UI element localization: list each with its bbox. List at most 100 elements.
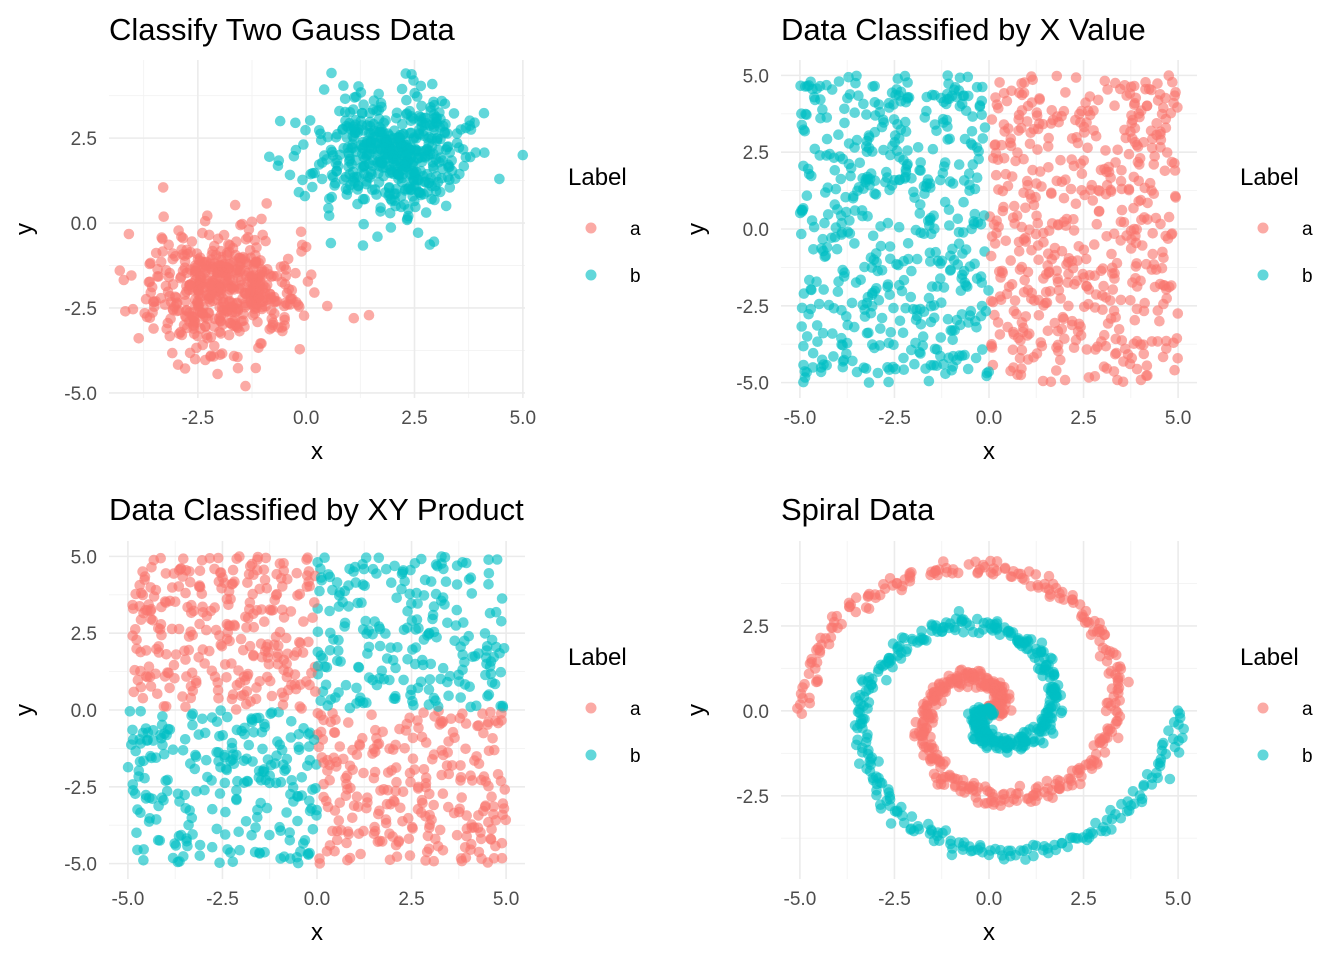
data-point-a	[387, 831, 399, 842]
data-point-b	[833, 76, 845, 87]
data-point-a	[1006, 171, 1018, 182]
data-point-b	[483, 554, 494, 565]
data-point-a	[380, 817, 392, 829]
data-point-b	[415, 80, 427, 92]
data-point-b	[1056, 837, 1068, 849]
data-point-b	[135, 738, 146, 749]
data-point-a	[1090, 344, 1101, 355]
data-point-b	[959, 277, 971, 288]
data-point-a	[1121, 230, 1132, 241]
data-point-b	[829, 165, 841, 176]
data-point-b	[343, 147, 354, 158]
data-point-a	[1099, 747, 1111, 758]
data-point-a	[1092, 94, 1104, 106]
data-point-b	[796, 228, 807, 240]
data-point-b	[231, 724, 243, 736]
y-tick-label: -2.5	[64, 778, 97, 799]
data-point-b	[179, 789, 190, 801]
data-point-a	[228, 619, 240, 631]
chart-panel-2: -5.0 -2.5 0.0 2.5 5.0 -5.0 -2.5 0.0 2.5 5.0 Data C…	[683, 12, 1313, 465]
data-point-a	[997, 185, 1009, 197]
data-point-b	[884, 791, 896, 802]
data-point-b	[396, 583, 407, 595]
data-point-a	[180, 654, 191, 665]
data-point-a	[1123, 148, 1135, 160]
data-point-b	[264, 829, 275, 841]
data-point-b	[285, 732, 297, 743]
data-point-a	[843, 597, 855, 609]
data-point-a	[197, 601, 208, 613]
y-axis-title: y	[683, 704, 710, 716]
data-point-a	[999, 562, 1011, 574]
data-point-a	[384, 854, 396, 866]
data-point-a	[239, 253, 251, 264]
data-point-b	[836, 229, 847, 240]
data-point-b	[360, 615, 372, 627]
data-point-a	[137, 692, 149, 704]
data-point-a	[213, 576, 225, 587]
data-point-b	[402, 213, 413, 224]
data-point-a	[1013, 114, 1024, 125]
data-point-b	[323, 203, 334, 214]
data-point-a	[1125, 295, 1136, 306]
data-point-a	[178, 319, 190, 331]
data-point-a	[980, 781, 991, 792]
data-point-b	[444, 174, 455, 186]
data-point-a	[1030, 783, 1042, 794]
data-point-b	[356, 597, 367, 608]
data-point-a	[254, 676, 266, 687]
data-point-b	[896, 632, 908, 643]
data-point-a	[862, 590, 874, 602]
data-point-b	[265, 708, 276, 720]
data-point-b	[494, 173, 505, 185]
data-point-b	[334, 105, 345, 117]
data-point-a	[1128, 338, 1140, 350]
data-point-b	[1115, 812, 1127, 824]
data-point-a	[1005, 255, 1016, 266]
data-point-a	[404, 850, 416, 861]
data-point-b	[978, 617, 990, 629]
data-point-a	[266, 690, 278, 702]
data-point-a	[309, 597, 320, 608]
data-point-b	[331, 577, 343, 588]
data-point-b	[373, 552, 385, 564]
data-point-b	[222, 711, 233, 723]
data-point-a	[255, 338, 266, 349]
data-point-a	[1055, 293, 1066, 304]
legend-title: Label	[568, 164, 627, 191]
data-point-a	[181, 244, 192, 256]
data-point-a	[135, 614, 147, 625]
data-point-b	[345, 179, 356, 191]
data-point-b	[353, 180, 364, 191]
data-point-a	[377, 726, 389, 738]
data-point-b	[968, 216, 979, 227]
data-point-b	[1090, 817, 1101, 829]
data-point-b	[265, 759, 277, 771]
data-point-b	[304, 805, 316, 817]
data-point-b	[194, 850, 206, 861]
data-point-a	[191, 248, 203, 259]
data-point-a	[355, 848, 366, 860]
data-point-b	[807, 362, 819, 373]
data-point-a	[456, 792, 468, 803]
data-point-b	[909, 192, 920, 203]
data-point-a	[390, 785, 402, 797]
data-point-a	[240, 611, 251, 623]
data-point-a	[850, 606, 862, 618]
data-point-b	[898, 352, 909, 364]
data-point-a	[259, 574, 271, 586]
data-point-b	[479, 147, 490, 158]
data-point-b	[157, 739, 168, 751]
data-point-a	[223, 329, 235, 341]
data-point-b	[871, 789, 882, 801]
data-point-a	[386, 765, 397, 776]
data-point-b	[459, 679, 471, 690]
data-point-b	[807, 347, 819, 359]
data-point-b	[1029, 736, 1040, 747]
data-point-a	[253, 292, 264, 303]
data-point-a	[1160, 230, 1171, 242]
data-point-a	[1054, 776, 1066, 787]
data-point-b	[910, 337, 921, 349]
data-point-b	[214, 857, 225, 869]
